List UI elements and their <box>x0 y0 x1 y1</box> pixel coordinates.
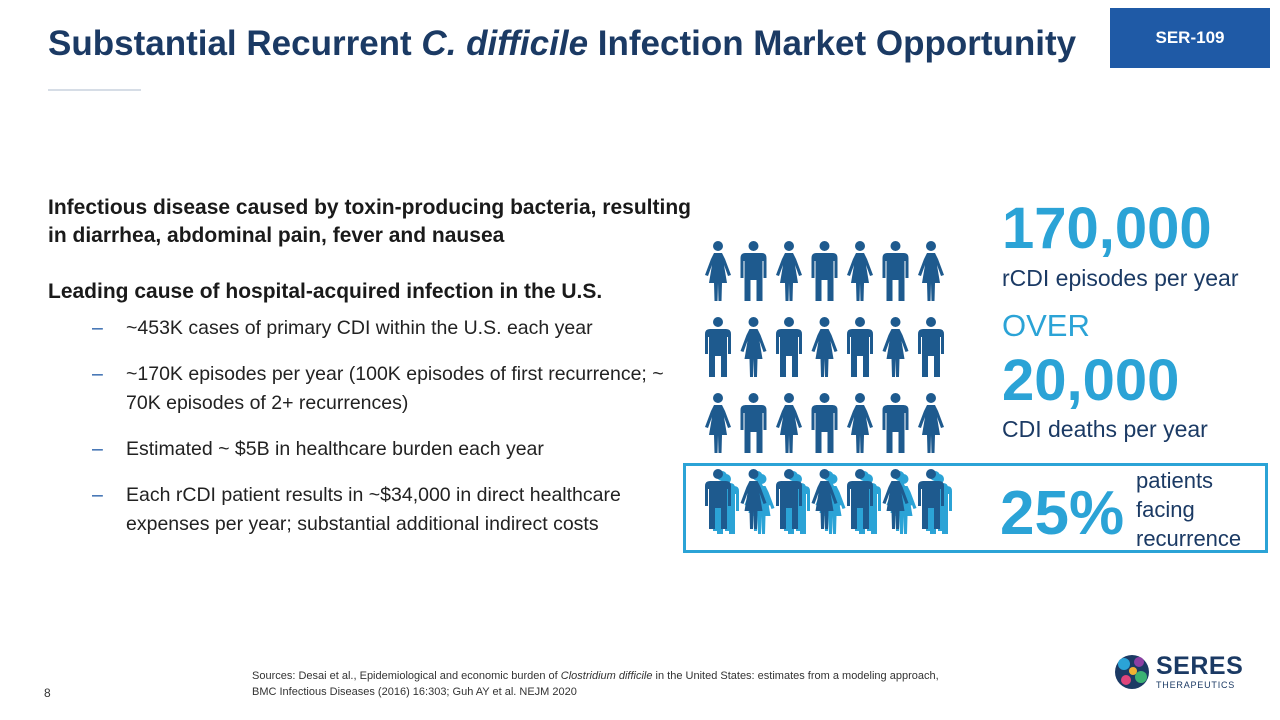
person-icon <box>705 393 731 453</box>
over-label: OVER <box>1002 308 1090 343</box>
person-icon <box>811 469 838 529</box>
person-icon <box>776 317 802 377</box>
bullet-list: – ~453K cases of primary CDI within the U… <box>48 314 698 539</box>
episodes-value: 170,000 <box>1002 196 1212 261</box>
person-icon <box>918 469 944 529</box>
person-icon <box>811 317 838 377</box>
bullet-dash: – <box>92 317 103 339</box>
recurrence-highlight-box <box>683 463 1268 553</box>
list-item: – ~453K cases of primary CDI within the U… <box>48 314 698 343</box>
person-icon <box>847 317 873 377</box>
person-icon <box>740 241 767 301</box>
deaths-label: CDI deaths per year <box>1002 416 1208 442</box>
person-icon <box>740 393 767 453</box>
person-icon <box>776 393 802 453</box>
person-icon <box>705 469 731 529</box>
logo-mark-icon <box>1115 655 1149 689</box>
person-icon <box>882 393 909 453</box>
list-item: – Each rCDI patient results in ~$34,000 i… <box>48 481 698 539</box>
person-icon <box>882 241 909 301</box>
sources-citation: Sources: Desai et al., Epidemiological a… <box>252 670 939 698</box>
person-icon <box>882 317 909 377</box>
person-icon <box>740 317 767 377</box>
lead-statement-hospital: Leading cause of hospital-acquired infec… <box>48 280 603 303</box>
logo-subtitle: THERAPEUTICS <box>1156 680 1236 690</box>
person-icon <box>882 469 909 529</box>
people-icon-grid <box>705 241 952 534</box>
episodes-label: rCDI episodes per year <box>1002 265 1239 291</box>
person-icon <box>705 317 731 377</box>
person-icon <box>918 317 944 377</box>
page-number: 8 <box>44 686 51 700</box>
person-icon <box>740 469 767 529</box>
title-divider <box>48 89 141 91</box>
recurrence-label: patients facing recurrence <box>1136 468 1242 551</box>
content-block: Infectious disease caused by toxin-produ… <box>48 194 698 556</box>
person-icon <box>847 241 873 301</box>
bullet-dash: – <box>92 363 103 385</box>
bullet-dash: – <box>92 484 103 506</box>
bullet-dash: – <box>92 438 103 460</box>
person-icon <box>918 241 944 301</box>
person-icon <box>811 241 838 301</box>
person-icon <box>811 393 838 453</box>
deaths-value: 20,000 <box>1002 348 1180 413</box>
person-icon <box>918 393 944 453</box>
list-item: – Estimated ~ $5B in healthcare burden ea… <box>48 435 698 464</box>
logo-wordmark: SERES <box>1156 652 1244 680</box>
lead-statement-disease: Infectious disease caused by toxin-produ… <box>48 196 691 247</box>
list-item: – ~170K episodes per year (100K episodes … <box>48 360 698 418</box>
person-icon <box>847 469 873 529</box>
person-icon <box>705 241 731 301</box>
person-icon <box>776 241 802 301</box>
seres-logo: SERES THERAPEUTICS <box>1112 650 1262 696</box>
product-badge: SER-109 <box>1110 8 1270 68</box>
page-title: Substantial Recurrent C. difficile Infec… <box>48 24 1077 63</box>
person-icon <box>776 469 802 529</box>
recurrence-value: 25% <box>1000 479 1125 548</box>
person-icon <box>847 393 873 453</box>
